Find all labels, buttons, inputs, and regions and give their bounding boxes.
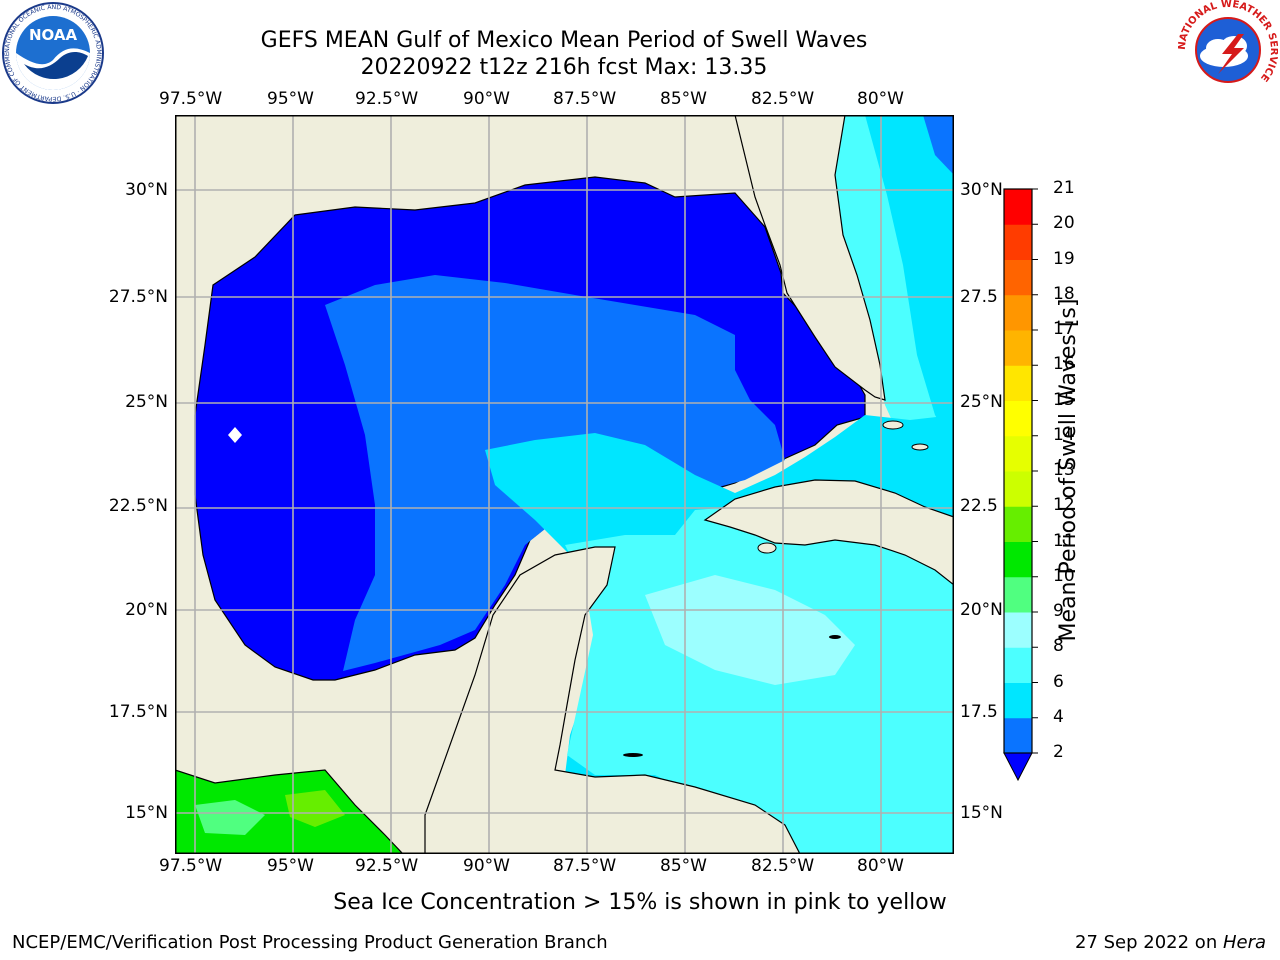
lon-label-bottom: 90°W — [463, 856, 510, 876]
colorbar-cell — [1004, 330, 1032, 366]
colorbar-tick-label: 19 — [1053, 248, 1075, 269]
footer-host: Hera — [1222, 932, 1266, 953]
colorbar-cell — [1004, 400, 1032, 437]
lon-label-bottom: 80°W — [857, 856, 904, 876]
lat-label-right: 17.5 — [960, 702, 998, 722]
lon-label-top: 92.5°W — [355, 89, 419, 109]
colorbar-tick-label: 8 — [1053, 636, 1064, 657]
colorbar-cell — [1004, 717, 1032, 754]
lon-label-top: 95°W — [267, 89, 314, 109]
colorbar-tick-label: 20 — [1053, 213, 1075, 234]
lon-label-top: 85°W — [660, 89, 707, 109]
colorbar-tick-label: 6 — [1053, 671, 1064, 692]
lat-label-right: 15°N — [960, 803, 1003, 823]
lon-label-top: 87.5°W — [553, 89, 617, 109]
colorbar-cell — [1004, 612, 1032, 648]
lon-label-top: 97.5°W — [159, 89, 223, 109]
colorbar-cell — [1004, 259, 1032, 296]
colorbar-cell — [1004, 576, 1032, 613]
yucatan-landmass — [424, 546, 801, 854]
lat-label-left: 25°N — [125, 392, 168, 412]
page-subtitle: 20220922 t12z 216h fcst Max: 13.35 — [360, 55, 768, 80]
lat-label-right: 25°N — [960, 392, 1003, 412]
colorbar-tick-label: 9 — [1053, 601, 1064, 621]
page-title: GEFS MEAN Gulf of Mexico Mean Period of … — [260, 28, 868, 53]
lat-label-left: 17.5°N — [108, 702, 168, 722]
colorbar-cell — [1004, 682, 1032, 719]
lat-label-right: 30°N — [960, 180, 1003, 200]
footer-timestamp: 27 Sep 2022 on Hera — [1075, 932, 1266, 953]
colorbar-tick-label: 17 — [1053, 319, 1075, 339]
nws-logo-icon: NATIONAL WEATHER SERVICE — [1178, 0, 1278, 99]
colorbar-cell — [1004, 647, 1032, 683]
colorbar-cell — [1004, 189, 1032, 225]
lon-label-bottom: 82.5°W — [751, 856, 815, 876]
colorbar-tick-label: 2 — [1053, 742, 1064, 762]
colorbar-cell — [1004, 541, 1032, 578]
colorbar-cell — [1004, 471, 1032, 507]
lon-label-bottom: 97.5°W — [159, 856, 223, 876]
florida-landmass — [734, 115, 886, 401]
lat-label-right: 20°N — [960, 600, 1003, 620]
lat-label-right: 27.5 — [960, 287, 998, 307]
lat-label-left: 27.5°N — [108, 287, 168, 307]
colorbar-cells — [1004, 189, 1032, 754]
lat-label-left: 30°N — [125, 180, 168, 200]
noaa-text: NOAA — [29, 26, 78, 44]
colorbar-label: Mean Period of Swell Waves [s] — [1056, 298, 1081, 642]
lon-label-bottom: 95°W — [267, 856, 314, 876]
lon-label-bottom: 92.5°W — [355, 856, 419, 876]
colorbar — [1003, 188, 1038, 782]
lon-label-top: 90°W — [463, 89, 510, 109]
lat-label-left: 15°N — [125, 803, 168, 823]
colorbar-cell — [1004, 435, 1032, 472]
gulf-of-mexico-map — [175, 115, 954, 854]
colorbar-tick-label: 12 — [1053, 495, 1075, 516]
lat-label-left: 22.5°N — [108, 496, 168, 516]
lon-label-bottom: 85°W — [660, 856, 707, 876]
sea-ice-caption: Sea Ice Concentration > 15% is shown in … — [333, 890, 947, 915]
colorbar-tick-label: 10 — [1053, 565, 1075, 586]
colorbar-tick-label: 21 — [1053, 178, 1075, 198]
colorbar-tick-label: 18 — [1053, 283, 1075, 304]
footer-credit: NCEP/EMC/Verification Post Processing Pr… — [12, 932, 608, 953]
colorbar-tick-label: 15 — [1053, 389, 1075, 410]
colorbar-cell — [1004, 294, 1032, 331]
footer-date: 27 Sep 2022 on — [1075, 932, 1223, 953]
colorbar-cell — [1004, 224, 1032, 260]
lon-label-bottom: 87.5°W — [553, 856, 617, 876]
colorbar-tick-label: 13 — [1053, 460, 1075, 480]
graticule — [175, 115, 954, 854]
lon-label-top: 80°W — [857, 89, 904, 109]
colorbar-cell — [1004, 506, 1032, 542]
lat-label-left: 20°N — [125, 600, 168, 620]
colorbar-cell — [1004, 365, 1032, 401]
colorbar-tick-label: 11 — [1053, 530, 1075, 551]
lat-label-right: 22.5 — [960, 496, 998, 516]
lon-label-top: 82.5°W — [751, 89, 815, 109]
colorbar-tick-label: 16 — [1053, 354, 1075, 375]
colorbar-extend-triangle — [1003, 752, 1033, 782]
colorbar-tick-label: 4 — [1053, 706, 1064, 727]
cuba-landmass — [703, 479, 954, 586]
noaa-logo-icon: NATIONAL OCEANIC AND ATMOSPHERIC ADMINIS… — [2, 2, 104, 104]
colorbar-tick-label: 14 — [1053, 424, 1075, 445]
